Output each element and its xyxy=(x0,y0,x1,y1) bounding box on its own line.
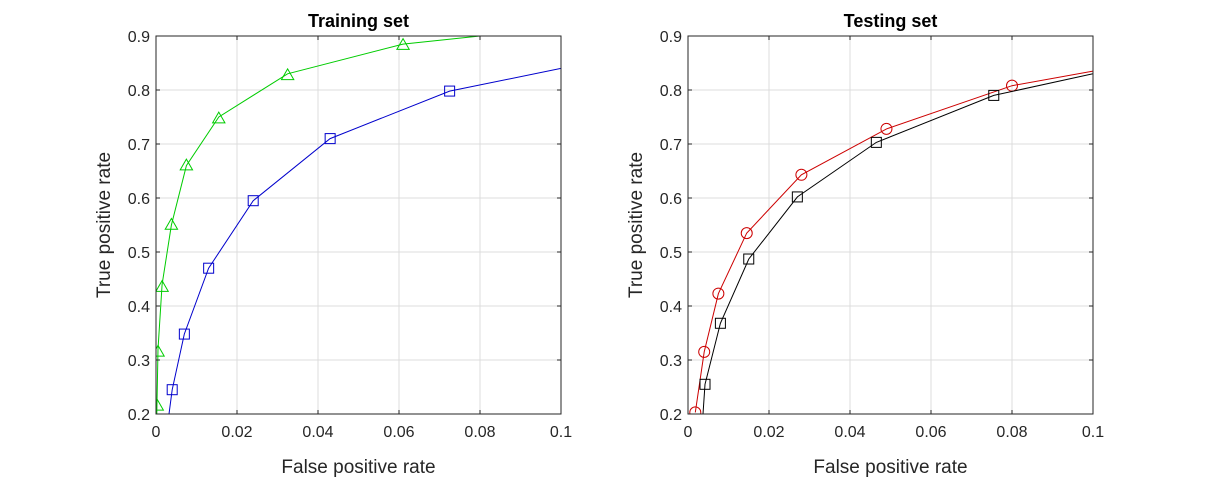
testing-axes-frame xyxy=(687,35,1094,415)
testing-series-0-point xyxy=(698,345,711,358)
training-series-1-point xyxy=(444,85,456,97)
training-y-tick-label: 0.3 xyxy=(128,353,150,370)
testing-chart-title: Testing set xyxy=(844,11,938,31)
training-y-tick-label: 0.4 xyxy=(128,299,150,316)
testing-x-tick-label: 0 xyxy=(684,424,693,441)
testing-plot-area xyxy=(689,70,1093,414)
testing-series-0-point xyxy=(880,122,893,135)
training-plot-area xyxy=(156,36,561,414)
testing-y-tick-label: 0.5 xyxy=(660,245,682,262)
training-series-0-point xyxy=(156,398,165,411)
testing-y-tick-label: 0.9 xyxy=(660,29,682,46)
testing-y-tick-label: 0.8 xyxy=(660,83,682,100)
testing-series-1-point xyxy=(988,89,1000,101)
training-series-0-point xyxy=(156,344,166,357)
training-grid xyxy=(155,35,562,415)
testing-x-tick-label: 0.1 xyxy=(1082,424,1104,441)
testing-series-1-point xyxy=(699,378,711,390)
training-tick-labels: 0 0.02 0.04 0.06 0.08 0.1 0.2 0.3 0.4 0.5 0.6 0.7 0.… xyxy=(128,29,572,441)
testing-series-0-point xyxy=(712,287,725,300)
training-x-tick-label: 0.04 xyxy=(302,424,333,441)
testing-y-tick-label: 0.4 xyxy=(660,299,682,316)
testing-series-0-point xyxy=(740,227,753,240)
testing-series-0-point xyxy=(689,406,702,414)
training-y-tick-label: 0.9 xyxy=(128,29,150,46)
training-y-tick-label: 0.5 xyxy=(128,245,150,262)
testing-x-tick-label: 0.08 xyxy=(996,424,1027,441)
training-series-1-point xyxy=(166,384,178,396)
testing-x-axis-label: False positive rate xyxy=(813,457,967,477)
training-series-0-point xyxy=(280,67,295,81)
testing-y-tick-label: 0.2 xyxy=(660,407,682,424)
testing-x-tick-label: 0.02 xyxy=(753,424,784,441)
training-series-0-point xyxy=(396,37,411,50)
training-series-1-point xyxy=(203,262,215,274)
testing-y-tick-label: 0.3 xyxy=(660,353,682,370)
testing-series-1-point xyxy=(743,253,755,265)
training-series-1-point xyxy=(324,133,336,145)
testing-series-0-line xyxy=(694,70,1093,413)
testing-series-1-point xyxy=(714,317,726,329)
training-series-1-point xyxy=(178,328,190,340)
testing-y-tick-label: 0.7 xyxy=(660,137,682,154)
testing-x-tick-label: 0.06 xyxy=(915,424,946,441)
training-x-tick-label: 0.06 xyxy=(383,424,414,441)
training-x-axis-label: False positive rate xyxy=(281,457,435,477)
training-y-tick-label: 0.7 xyxy=(128,137,150,154)
testing-series-1-point xyxy=(870,136,882,148)
training-x-tick-label: 0 xyxy=(152,424,161,441)
training-y-tick-label: 0.2 xyxy=(128,407,150,424)
training-series-1-point xyxy=(247,195,259,207)
training-x-tick-label: 0.02 xyxy=(221,424,252,441)
training-series-0-point xyxy=(211,111,226,124)
training-chart-title: Training set xyxy=(308,11,409,31)
testing-y-tick-label: 0.6 xyxy=(660,191,682,208)
training-series-1-line xyxy=(168,67,561,414)
training-set-chart: 0 0.02 0.04 0.06 0.08 0.1 0.2 0.3 0.4 0.5 0.6 0.7 0.… xyxy=(94,11,572,477)
training-series-0-line xyxy=(156,36,481,414)
testing-y-axis-label: True positive rate xyxy=(626,152,647,298)
training-series-0-point xyxy=(164,217,179,230)
training-x-tick-label: 0.1 xyxy=(550,424,572,441)
training-axes-frame xyxy=(155,35,562,415)
testing-tick-labels: 0 0.02 0.04 0.06 0.08 0.1 0.2 0.3 0.4 0.5 0.6 0.7 0.… xyxy=(660,29,1104,441)
training-x-tick-label: 0.08 xyxy=(464,424,495,441)
testing-set-chart: 0 0.02 0.04 0.06 0.08 0.1 0.2 0.3 0.4 0.5 0.6 0.7 0.… xyxy=(626,11,1104,477)
testing-series-1-point xyxy=(791,191,803,203)
training-y-tick-label: 0.6 xyxy=(128,191,150,208)
testing-series-1-line xyxy=(702,73,1093,414)
training-y-tick-label: 0.8 xyxy=(128,83,150,100)
testing-x-tick-label: 0.04 xyxy=(834,424,865,441)
testing-series-0-point xyxy=(795,168,808,181)
training-series-0-point xyxy=(179,158,194,171)
training-y-axis-label: True positive rate xyxy=(94,152,115,298)
training-series-0-point xyxy=(156,279,170,292)
testing-grid xyxy=(687,35,1094,415)
